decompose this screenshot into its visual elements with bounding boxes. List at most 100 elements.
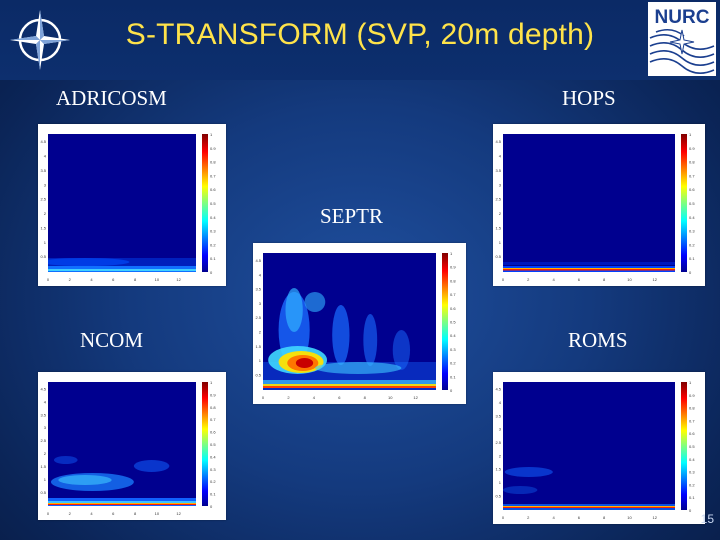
- y-tick-label: 1: [44, 240, 47, 245]
- label-septr: SEPTR: [320, 204, 384, 228]
- y-tick-label: 4: [44, 154, 47, 159]
- y-tick-label: 4.5: [40, 386, 46, 391]
- y-tick-label: 2: [44, 211, 47, 216]
- colorbar-tick-label: 0.8: [450, 278, 456, 283]
- x-tick-label: 4: [313, 395, 316, 400]
- colorbar-tick-label: 0.9: [450, 265, 456, 270]
- x-tick-label: 4: [552, 277, 555, 282]
- nurc-logo: NURC: [648, 2, 716, 76]
- x-tick-label: 12: [653, 277, 658, 282]
- colorbar: [681, 382, 687, 510]
- x-tick-label: 4: [552, 515, 555, 520]
- x-tick-label: 6: [112, 277, 115, 282]
- y-tick-label: 3: [499, 182, 502, 187]
- colorbar-tick-label: 0.1: [689, 256, 695, 261]
- x-tick-label: 8: [603, 277, 606, 282]
- x-tick-label: 10: [627, 277, 632, 282]
- y-tick-label: 2: [259, 329, 262, 334]
- colorbar-tick-label: 0.9: [689, 146, 695, 151]
- y-tick-label: 4.5: [255, 258, 261, 263]
- colorbar-tick-label: 0.2: [210, 242, 216, 247]
- colorbar-tick-label: 0.2: [689, 242, 695, 247]
- x-tick-label: 12: [176, 511, 181, 516]
- x-tick-label: 10: [627, 515, 632, 520]
- plot-adricosm: 4.5 4 3.5 3 2.5 2 1.5 1 0.5 0 2 4 6 8 10 12 1 0.9 0.8 0.7 0.…: [38, 124, 226, 286]
- page-number: 15: [700, 512, 714, 526]
- colorbar-tick-label: 0.1: [689, 495, 695, 500]
- y-tick-label: 4.5: [40, 139, 46, 144]
- colorbar-tick-label: 0.3: [450, 347, 456, 352]
- x-tick-label: 0: [262, 395, 265, 400]
- colorbar-tick-label: 0.5: [689, 444, 695, 449]
- colorbar-tick-label: 1: [689, 132, 692, 137]
- colorbar-tick-label: 0.8: [689, 406, 695, 411]
- y-tick-label: 2.5: [255, 315, 261, 320]
- label-roms: ROMS: [568, 328, 628, 352]
- colorbar-tick-label: 0.9: [210, 392, 216, 397]
- colorbar-tick-label: 0.6: [210, 187, 216, 192]
- colorbar-tick-label: 0.2: [689, 482, 695, 487]
- y-tick-label: 3.5: [255, 287, 261, 292]
- colorbar-tick-label: 0.7: [689, 418, 695, 423]
- x-tick-label: 4: [90, 511, 93, 516]
- colorbar-tick-label: 0.5: [450, 320, 456, 325]
- y-tick-label: 3.5: [495, 413, 501, 418]
- spectrogram-area: [48, 134, 196, 272]
- x-tick-label: 0: [502, 515, 505, 520]
- x-tick-label: 6: [338, 395, 341, 400]
- colorbar-tick-label: 0.4: [210, 454, 216, 459]
- y-tick-label: 1: [44, 477, 47, 482]
- y-tick-label: 1.5: [495, 225, 501, 230]
- y-tick-label: 4: [259, 272, 262, 277]
- colorbar: [202, 382, 208, 506]
- colorbar-tick-label: 0.7: [689, 173, 695, 178]
- y-tick-label: 4: [499, 154, 502, 159]
- colorbar-tick-label: 0.2: [210, 479, 216, 484]
- colorbar-tick-label: 0.8: [210, 160, 216, 165]
- y-tick-label: 2.5: [40, 438, 46, 443]
- colorbar-tick-label: 0.6: [689, 187, 695, 192]
- colorbar-tick-label: 0.3: [689, 470, 695, 475]
- colorbar-tick-label: 0: [689, 270, 692, 275]
- colorbar-tick-label: 0.1: [450, 374, 456, 379]
- nato-compass-logo: [10, 10, 70, 70]
- y-tick-label: 3.5: [495, 168, 501, 173]
- x-tick-label: 8: [603, 515, 606, 520]
- y-tick-label: 0.5: [40, 490, 46, 495]
- label-ncom: NCOM: [80, 328, 144, 352]
- x-tick-label: 2: [527, 277, 530, 282]
- y-tick-label: 0.5: [40, 254, 46, 259]
- x-tick-label: 12: [413, 395, 418, 400]
- plot-hops: 4.5 4 3.5 3 2.5 2 1.5 1 0.5 0 2 4 6 8 10 12 1 0.9 0.8 0.7 0.…: [493, 124, 705, 286]
- colorbar: [681, 134, 687, 272]
- colorbar-tick-label: 0.6: [210, 430, 216, 435]
- y-tick-label: 3: [44, 182, 47, 187]
- plot-roms: 4.5 4 3.5 3 2.5 2 1.5 1 0.5 0 2 4 6 8 10 12 1 0.9 0.8 0.7 0.…: [493, 372, 705, 524]
- y-tick-label: 4: [499, 400, 502, 405]
- colorbar-tick-label: 0.8: [210, 405, 216, 410]
- x-tick-label: 12: [176, 277, 181, 282]
- y-tick-label: 1.5: [40, 225, 46, 230]
- plot-septr: 4.5 4 3.5 3 2.5 2 1.5 1 0.5 0 2 4 6 8 10 12 1 0.9 0.8 0.7 0.…: [253, 243, 466, 404]
- x-tick-label: 2: [69, 277, 72, 282]
- x-tick-label: 10: [388, 395, 393, 400]
- x-tick-label: 12: [653, 515, 658, 520]
- y-tick-label: 0.5: [255, 372, 261, 377]
- nurc-logo-text: NURC: [655, 7, 710, 28]
- colorbar-tick-label: 0.2: [450, 361, 456, 366]
- x-tick-label: 2: [287, 395, 290, 400]
- label-adricosm: ADRICOSM: [56, 86, 167, 110]
- colorbar-tick-label: 0: [689, 508, 692, 513]
- colorbar-tick-label: 0.1: [210, 256, 216, 261]
- colorbar-tick-label: 1: [210, 132, 213, 137]
- y-tick-label: 1.5: [255, 344, 261, 349]
- label-hops: HOPS: [562, 86, 616, 110]
- colorbar-tick-label: 0: [450, 388, 453, 393]
- y-tick-label: 2.5: [495, 440, 501, 445]
- colorbar-tick-label: 0.5: [210, 201, 216, 206]
- y-tick-label: 2: [499, 211, 502, 216]
- colorbar-tick-label: 1: [450, 251, 453, 256]
- y-tick-label: 3.5: [40, 412, 46, 417]
- colorbar-tick-label: 0.3: [689, 229, 695, 234]
- y-tick-label: 0.5: [495, 254, 501, 259]
